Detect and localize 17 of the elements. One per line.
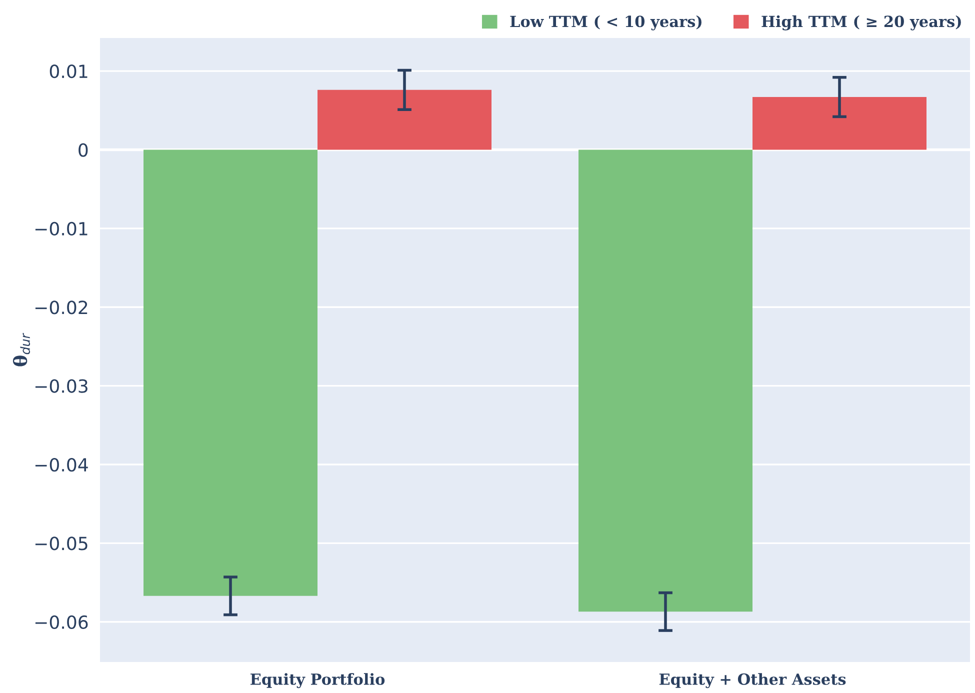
- bar: [752, 97, 926, 150]
- x-tick-label: Equity + Other Assets: [659, 673, 846, 688]
- y-axis-title: θ$_{dur}$: [12, 332, 30, 366]
- legend-label: Low TTM ( < 10 years): [510, 15, 702, 30]
- bar: [578, 150, 752, 612]
- y-tick-label: −0.03: [35, 379, 88, 393]
- y-tick-label: 0.01: [50, 64, 88, 78]
- y-tick-label: −0.06: [35, 615, 88, 629]
- bar: [144, 150, 318, 596]
- bar: [318, 90, 492, 150]
- y-tick-label: −0.05: [35, 536, 88, 550]
- y-tick-label: −0.04: [35, 458, 88, 472]
- y-tick-label: −0.01: [35, 222, 88, 236]
- legend-label: High TTM ( ≥ 20 years): [762, 15, 961, 30]
- y-tick-label: 0: [78, 143, 88, 157]
- x-tick-label: Equity Portfolio: [250, 673, 385, 688]
- y-tick-label: −0.02: [35, 300, 88, 314]
